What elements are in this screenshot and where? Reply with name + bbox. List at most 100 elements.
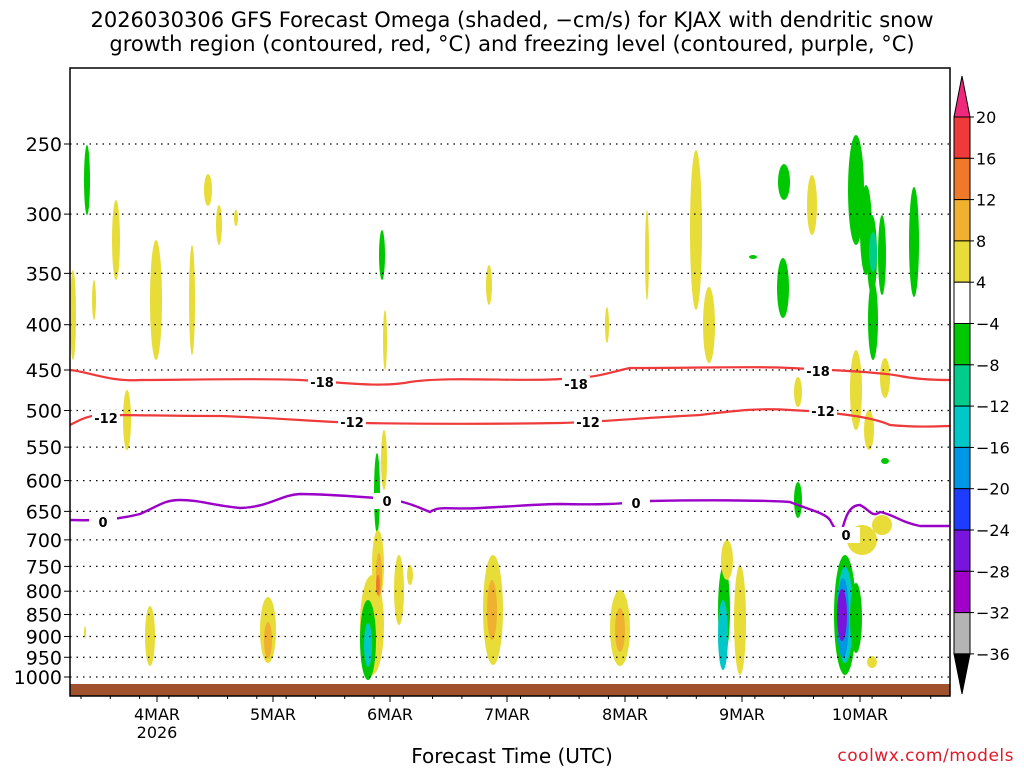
y-tick-label-950: 950 xyxy=(26,647,62,669)
omega-region-40 xyxy=(777,258,789,318)
contour-label-zero-b: 0 xyxy=(382,495,391,510)
y-tick-label-900: 900 xyxy=(26,626,62,648)
y-tick-label-400: 400 xyxy=(26,315,62,337)
contour-label-zero-c: 0 xyxy=(631,497,640,512)
y-tick-label-500: 500 xyxy=(26,401,62,423)
omega-region-46 xyxy=(869,232,877,272)
colorbar-label-4: 4 xyxy=(976,273,986,292)
y-tick-label-700: 700 xyxy=(26,530,62,552)
x-tick-label-0: 4MAR xyxy=(134,705,180,724)
colorbar-swatch-6 xyxy=(953,323,971,366)
colorbar-swatch-11 xyxy=(953,529,971,572)
y-tick-label-850: 850 xyxy=(26,605,62,627)
colorbar-label-1: 16 xyxy=(976,149,996,168)
omega-region-50 xyxy=(850,350,862,430)
colorbar-label-3: 8 xyxy=(976,232,986,251)
y-tick-label-550: 550 xyxy=(26,437,62,459)
x-tick-label-5: 9MAR xyxy=(719,705,765,724)
contour-label-minus-12-a: -12 xyxy=(94,412,118,427)
x-tick-year-0: 2026 xyxy=(137,723,178,742)
contour-minus-12 xyxy=(70,408,950,428)
omega-region-1 xyxy=(70,270,76,360)
omega-region-53 xyxy=(794,377,802,407)
y-tick-label-800: 800 xyxy=(26,581,62,603)
contour-label-minus-12-a-bg xyxy=(92,410,120,426)
x-tick-label-6: 10MAR xyxy=(832,705,888,724)
contour-label-zero-b-bg xyxy=(373,493,401,509)
y-tick-label-1000: 1000 xyxy=(14,667,62,689)
contour-label-minus-12-c: -12 xyxy=(576,416,600,431)
contour-label-minus-18-b-bg xyxy=(562,376,590,392)
x-tick-label-3: 7MAR xyxy=(484,705,530,724)
colorbar-label-8: −16 xyxy=(976,438,1010,457)
x-tick-label-1: 5MAR xyxy=(250,705,296,724)
omega-region-8 xyxy=(216,205,222,245)
omega-region-12 xyxy=(379,230,385,280)
y-tick-label-350: 350 xyxy=(26,263,62,285)
title-line-1: 2026030306 GFS Forecast Omega (shaded, −… xyxy=(90,8,934,32)
contour-label-minus-18-b: -18 xyxy=(564,378,588,393)
omega-region-63 xyxy=(872,515,892,535)
credit-text: coolwx.com/models xyxy=(837,746,1014,766)
y-tick-label-450: 450 xyxy=(26,360,62,382)
omega-region-37 xyxy=(721,540,733,580)
colorbar-swatch-9 xyxy=(953,446,971,490)
y-tick-label-250: 250 xyxy=(26,134,62,156)
omega-region-5 xyxy=(123,390,131,450)
omega-region-10 xyxy=(145,606,155,666)
omega-region-27 xyxy=(487,580,497,640)
contour-label-zero-d-bg xyxy=(832,527,860,543)
contour-label-zero-d: 0 xyxy=(841,529,850,544)
omega-region-51 xyxy=(864,410,874,450)
colorbar-label-0: 20 xyxy=(976,108,996,127)
omega-region-30 xyxy=(486,265,492,305)
title-line-2: growth region (contoured, red, °C) and f… xyxy=(109,32,915,56)
omega-region-9 xyxy=(234,210,238,226)
omega-region-36 xyxy=(718,600,728,670)
colorbar-swatch-13 xyxy=(953,612,971,655)
omega-region-38 xyxy=(734,565,746,675)
omega-region-48 xyxy=(878,215,886,295)
contour-label-minus-12-c-bg xyxy=(574,414,602,430)
omega-region-25 xyxy=(407,565,413,585)
omega-region-2 xyxy=(112,200,120,280)
x-axis-label: Forecast Time (UTC) xyxy=(411,744,613,768)
colorbar: 20 16 12 8 4 −4 −8 −12 −16 −20 −24 −28 −32 −36 xyxy=(953,75,1010,694)
contour-minus-18 xyxy=(70,366,950,386)
omega-region-31 xyxy=(605,307,609,343)
colorbar-label-11: −28 xyxy=(976,562,1010,581)
colorbar-label-6: −8 xyxy=(976,356,1000,375)
contour-label-zero-a: 0 xyxy=(98,516,107,531)
contour-label-minus-12-d-bg xyxy=(809,403,837,419)
colorbar-swatch-7 xyxy=(953,364,971,407)
chart-title: 2026030306 GFS Forecast Omega (shaded, −… xyxy=(0,8,1024,56)
contour-label-minus-18-c-bg xyxy=(804,363,832,379)
omega-region-4 xyxy=(150,240,162,360)
omega-region-34 xyxy=(703,287,715,363)
y-tick-label-300: 300 xyxy=(26,204,62,226)
omega-region-7 xyxy=(204,174,212,206)
omega-region-24 xyxy=(394,555,404,625)
colorbar-label-7: −12 xyxy=(976,397,1010,416)
omega-region-29 xyxy=(615,608,625,652)
y-tick-label-650: 650 xyxy=(26,501,62,523)
omega-region-61 xyxy=(850,583,862,653)
contour-label-minus-18-a-bg xyxy=(308,374,336,390)
omega-shading xyxy=(70,135,919,680)
y-axis: 2503003504004505005506006507007508008509… xyxy=(14,134,70,689)
omega-region-0 xyxy=(84,145,90,215)
omega-region-43 xyxy=(848,135,864,245)
contour-label-zero-c-bg xyxy=(622,495,650,511)
contour-label-minus-12-b-bg xyxy=(338,414,366,430)
omega-region-20 xyxy=(364,623,372,667)
colorbar-bottom-arrow xyxy=(953,653,971,694)
omega-region-15 xyxy=(381,430,387,490)
omega-region-60 xyxy=(837,589,847,641)
omega-region-41 xyxy=(807,175,817,235)
contour-label-minus-18-a: -18 xyxy=(310,376,334,391)
colorbar-top-arrow xyxy=(953,75,971,118)
colorbar-label-12: −32 xyxy=(976,604,1010,623)
omega-region-32 xyxy=(645,210,649,300)
